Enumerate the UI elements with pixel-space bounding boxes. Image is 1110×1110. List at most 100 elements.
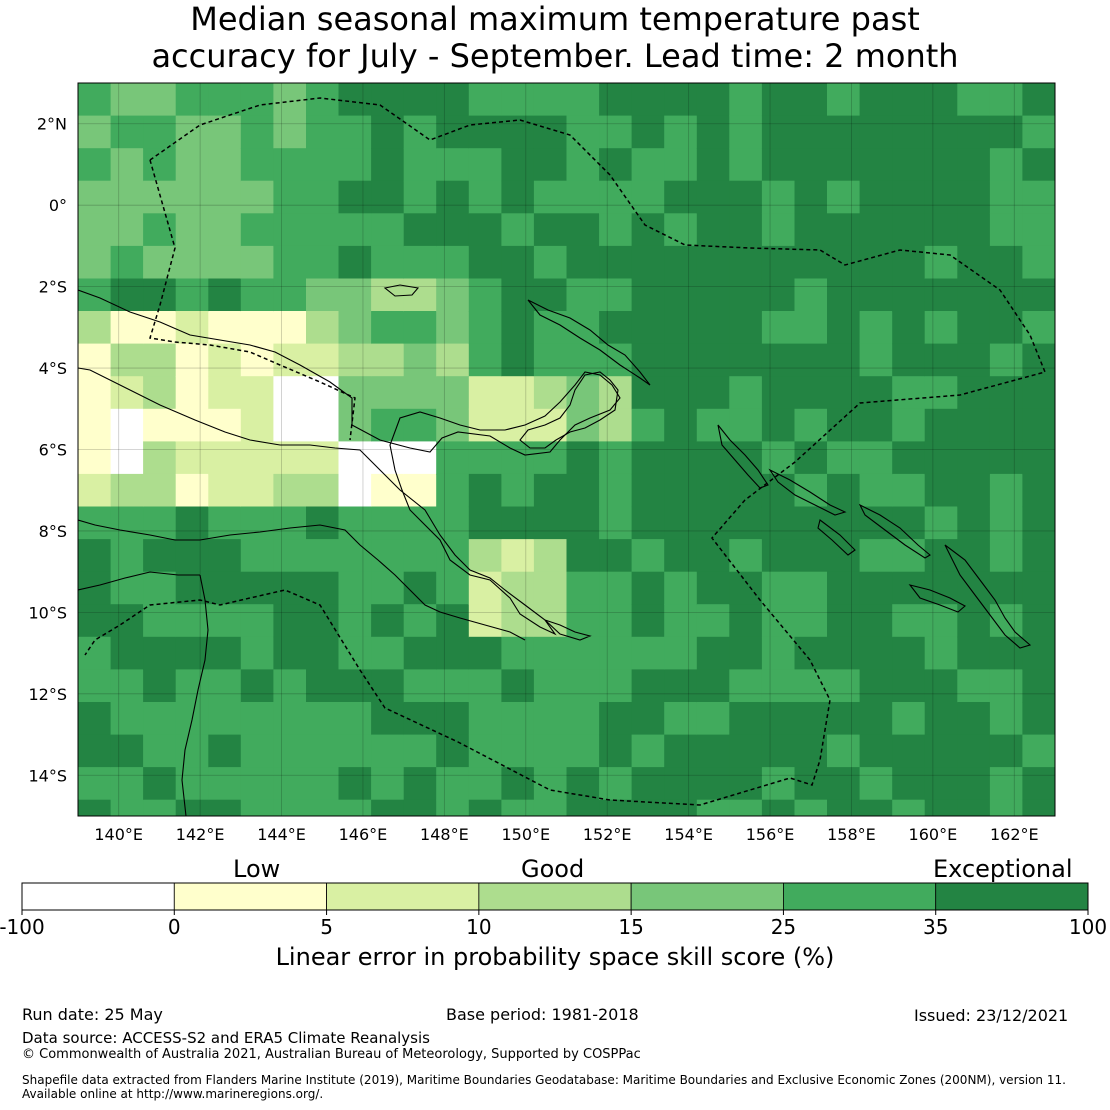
grid-cell xyxy=(175,115,209,149)
grid-cell xyxy=(403,636,437,670)
grid-cell xyxy=(696,376,730,410)
grid-cell xyxy=(175,343,209,377)
grid-cell xyxy=(794,180,828,214)
grid-cell xyxy=(436,213,470,247)
grid-cell xyxy=(989,180,1024,214)
colorbar-segment xyxy=(326,882,480,911)
grid-cell xyxy=(78,278,112,312)
grid-cell xyxy=(827,278,861,312)
grid-cell xyxy=(501,343,535,377)
grid-cell xyxy=(240,115,274,149)
grid-cell xyxy=(78,408,112,442)
grid-cell xyxy=(1022,604,1055,638)
grid-cell xyxy=(175,799,209,816)
colorbar-label-low: Low xyxy=(233,855,281,883)
grid-cell xyxy=(696,245,730,280)
grid-cell xyxy=(794,767,828,801)
grid-cell xyxy=(240,278,274,312)
grid-cell xyxy=(306,408,340,442)
grid-cell xyxy=(208,245,242,280)
grid-cell xyxy=(761,343,796,377)
grid-cell xyxy=(306,571,340,605)
grid-cell xyxy=(729,571,763,605)
grid-cell xyxy=(240,343,274,377)
grid-cell xyxy=(924,343,958,377)
grid-cell xyxy=(794,278,828,312)
grid-cell xyxy=(436,799,470,816)
grid-cell xyxy=(892,767,926,801)
grid-cell xyxy=(859,702,893,736)
grid-cell xyxy=(403,83,437,117)
grid-cell xyxy=(175,571,209,605)
grid-cell xyxy=(338,571,372,605)
grid-cell xyxy=(566,148,600,182)
grid-cell xyxy=(338,799,372,816)
grid-cell xyxy=(827,213,861,247)
grid-cell xyxy=(827,669,861,703)
grid-cell xyxy=(566,473,600,508)
longitude-tick-label: 148°E xyxy=(420,825,469,844)
grid-cell xyxy=(859,441,893,475)
grid-cell xyxy=(403,604,437,638)
grid-cell xyxy=(273,506,307,540)
grid-cell xyxy=(989,311,1024,345)
grid-cell xyxy=(729,473,763,508)
grid-cell xyxy=(1022,311,1055,345)
grid-cell xyxy=(110,115,144,149)
grid-cell xyxy=(989,799,1024,816)
grid-cell xyxy=(794,115,828,149)
grid-cell xyxy=(599,734,633,768)
longitude-tick-label: 160°E xyxy=(909,825,958,844)
grid-cell xyxy=(761,441,796,475)
grid-cell xyxy=(240,408,274,442)
grid-cell xyxy=(892,669,926,703)
grid-cell xyxy=(533,799,568,816)
grid-cell xyxy=(533,702,568,736)
grid-cell xyxy=(533,636,568,670)
grid-cell xyxy=(240,767,274,801)
latitude-tick-label: 2°S xyxy=(39,278,67,297)
grid-cell xyxy=(859,571,893,605)
grid-cell xyxy=(403,734,437,768)
grid-cell xyxy=(599,148,633,182)
grid-cell xyxy=(143,767,177,801)
grid-cell xyxy=(78,441,112,475)
grid-cell xyxy=(794,343,828,377)
grid-cell xyxy=(761,83,796,117)
grid-cell xyxy=(371,408,405,442)
grid-cell xyxy=(436,343,470,377)
grid-cell xyxy=(240,180,274,214)
grid-cell xyxy=(664,115,698,149)
grid-cell xyxy=(78,604,112,638)
grid-cell xyxy=(240,441,274,475)
grid-cell xyxy=(664,669,698,703)
grid-cell xyxy=(761,376,796,410)
latitude-tick-label: 4°S xyxy=(39,359,67,378)
grid-cell xyxy=(859,343,893,377)
grid-cell xyxy=(892,213,926,247)
grid-cell xyxy=(794,669,828,703)
colorbar-tick-label: 5 xyxy=(320,915,333,939)
grid-cell xyxy=(859,376,893,410)
grid-cell xyxy=(566,245,600,280)
grid-cell xyxy=(175,148,209,182)
grid-cell xyxy=(664,734,698,768)
coastlines xyxy=(78,284,1032,816)
grid-cell xyxy=(240,604,274,638)
grid-cell xyxy=(989,441,1024,475)
grid-cell xyxy=(338,213,372,247)
grid-cell xyxy=(273,539,307,573)
grid-cell xyxy=(501,213,535,247)
grid-cell xyxy=(729,115,763,149)
grid-cell xyxy=(794,539,828,573)
shapefile-credit-line2: Available online at http://www.marinereg… xyxy=(22,1087,324,1101)
grid-cell xyxy=(338,180,372,214)
grid-cell xyxy=(338,115,372,149)
grid-cell xyxy=(696,571,730,605)
grid-cell xyxy=(599,278,633,312)
grid-cell xyxy=(371,441,405,475)
grid-cell xyxy=(794,636,828,670)
grid-cell xyxy=(208,636,242,670)
grid-cell xyxy=(371,604,405,638)
grid-cell xyxy=(533,734,568,768)
